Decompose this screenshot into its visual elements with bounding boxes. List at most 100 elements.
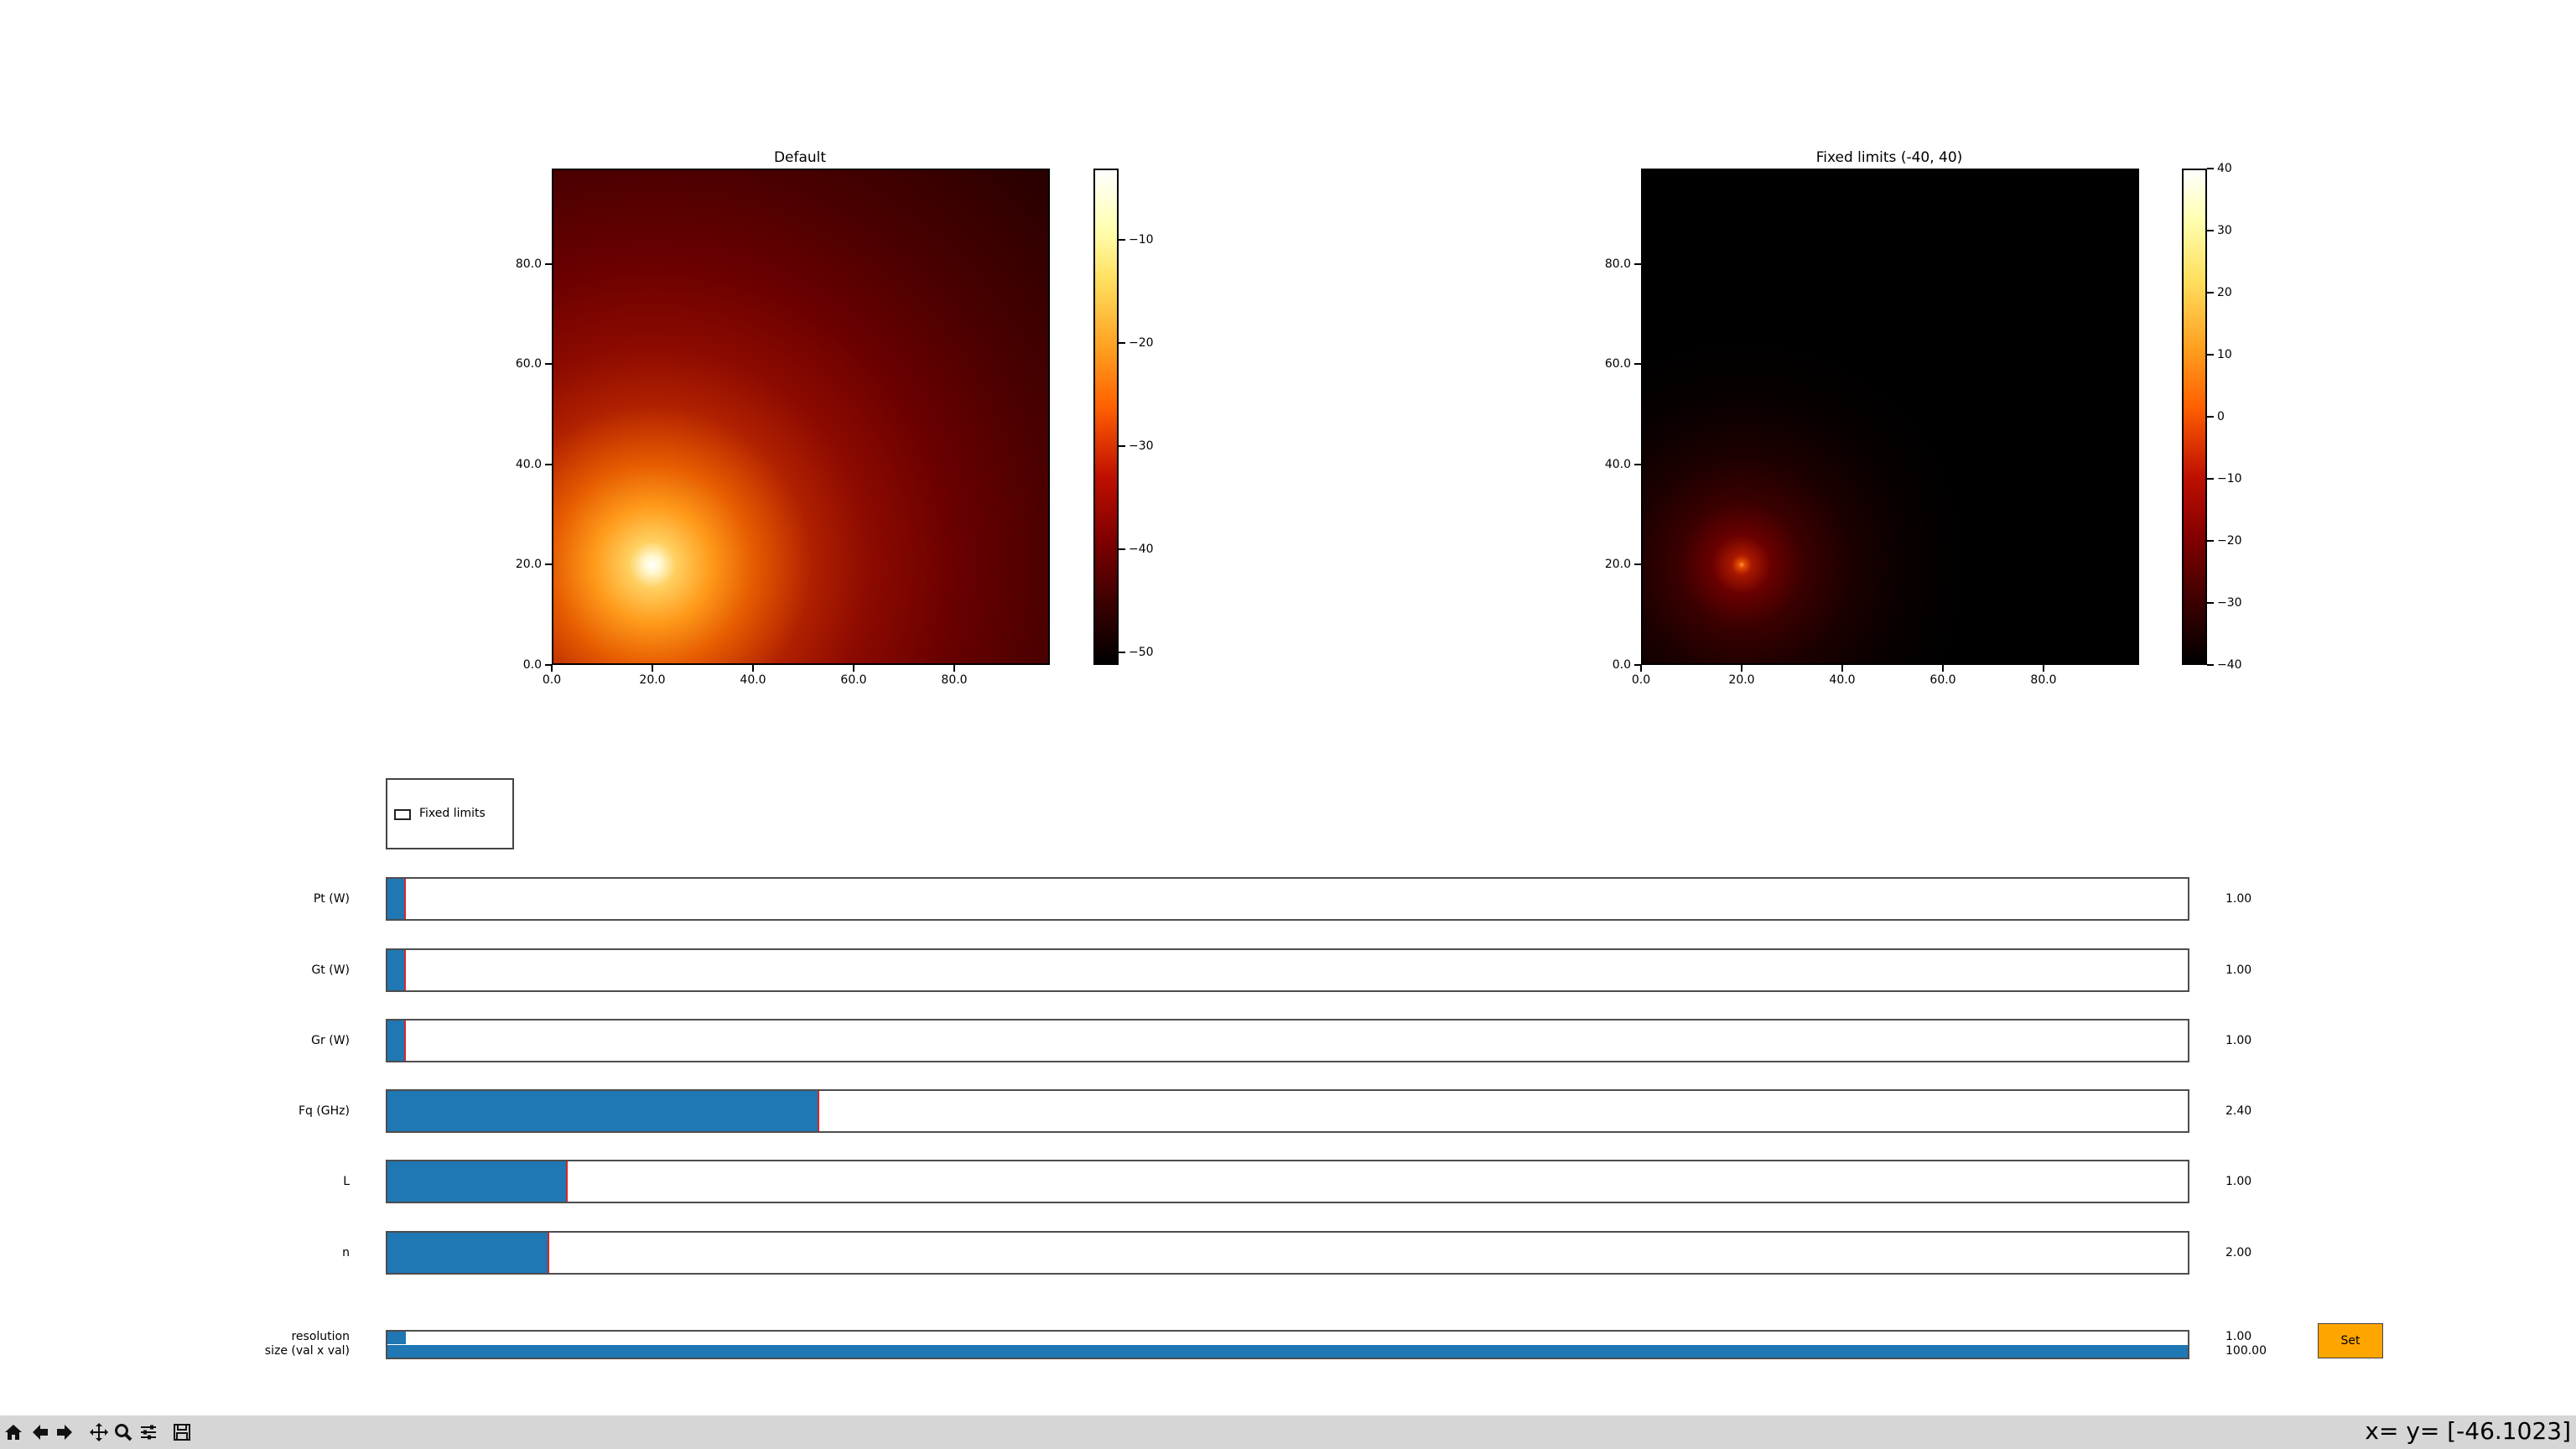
slider-fill[interactable] [387,879,406,919]
size-value: 100.00 [2225,1344,2267,1358]
colorbar-tick-mark [1119,342,1125,344]
slider-track[interactable] [386,877,2189,921]
slider-track[interactable] [386,1231,2189,1275]
plot-title: Fixed limits (-40, 40) [1815,149,1963,166]
x-tick-label: 0.0 [542,673,562,687]
slider-label: Gt (W) [311,963,350,977]
colorbar-default [1093,169,1119,665]
x-tick-label: 20.0 [639,673,666,687]
colorbar-tick-mark [1119,445,1125,447]
slider-label: Gr (W) [311,1034,350,1047]
resolution-size-track[interactable] [386,1330,2189,1359]
y-tick-mark [1634,664,1641,666]
x-tick-label: 80.0 [2030,673,2057,687]
colorbar-tick-label: 40 [2217,162,2232,175]
x-tick-label: 40.0 [1829,673,1856,687]
y-tick-mark [1634,262,1641,265]
pan-icon[interactable] [87,1420,111,1444]
colorbar-tick-mark [2207,354,2214,356]
y-tick-label: 20.0 [515,558,542,572]
x-tick-label: 40.0 [740,673,766,687]
slider-track[interactable] [386,1160,2189,1203]
configure-icon[interactable] [137,1420,160,1444]
colorbar-tick-label: −20 [2217,534,2242,548]
slider-value: 2.40 [2225,1104,2252,1118]
x-tick-mark [1841,665,1843,672]
y-tick-mark [545,463,552,465]
slider-label: Pt (W) [313,892,350,906]
slider-fill[interactable] [387,1233,549,1273]
colorbar-tick-label: −20 [1129,336,1154,350]
set-button-label: Set [2340,1334,2360,1348]
y-tick-label: 60.0 [515,357,542,371]
y-tick-mark [1634,463,1641,465]
slider-value: 1.00 [2225,892,2252,906]
colorbar-fixed-limits [2182,169,2207,665]
slider-label: n [342,1246,350,1259]
colorbar-tick-label: −10 [1129,233,1154,247]
slider-fill[interactable] [387,950,406,990]
colorbar-tick-mark [2207,540,2214,542]
fixed-limits-checkbox-panel[interactable]: Fixed limits [386,778,514,849]
colorbar-tick-label: −10 [2217,472,2242,486]
slider-fill[interactable] [387,1161,568,1202]
plot-title: Default [773,149,827,166]
x-tick-mark [1741,665,1742,672]
y-tick-mark [545,363,552,366]
y-tick-label: 60.0 [1604,357,1631,371]
slider-label: L [343,1175,350,1188]
x-tick-label: 0.0 [1631,673,1651,687]
slider-fill[interactable] [387,1091,819,1131]
y-tick-mark [545,564,552,566]
x-tick-label: 20.0 [1728,673,1755,687]
colorbar-tick-mark [2207,416,2214,418]
x-tick-label: 60.0 [840,673,867,687]
x-tick-mark [652,665,653,672]
colorbar-tick-mark [2207,664,2214,666]
heatmap-default[interactable] [552,169,1050,665]
colorbar-tick-label: −50 [1129,646,1154,659]
slider-track[interactable] [386,948,2189,992]
zoom-icon[interactable] [112,1420,135,1444]
y-tick-label: 20.0 [1604,558,1631,572]
colorbar-tick-mark [2207,230,2214,231]
y-tick-label: 80.0 [515,257,542,271]
forward-icon[interactable] [53,1420,76,1444]
save-icon[interactable] [170,1420,194,1444]
colorbar-tick-label: 0 [2217,410,2225,423]
y-tick-mark [1634,564,1641,566]
resolution-label: resolution [291,1330,350,1343]
slider-value: 1.00 [2225,1175,2252,1188]
back-icon[interactable] [29,1420,52,1444]
checkbox-box[interactable] [394,809,411,820]
colorbar-tick-label: −30 [1129,439,1154,453]
x-tick-label: 80.0 [941,673,968,687]
colorbar-tick-label: 30 [2217,224,2232,237]
y-tick-label: 40.0 [515,457,542,471]
slider-track[interactable] [386,1019,2189,1062]
slider-track[interactable] [386,1089,2189,1133]
heatmap-fixed-limits[interactable] [1641,169,2139,665]
size-fill[interactable] [387,1345,2188,1358]
set-button[interactable]: Set [2318,1323,2383,1358]
y-tick-label: 80.0 [1604,257,1631,271]
colorbar-tick-label: −40 [1129,543,1154,556]
coordinate-readout: x= y= [-46.1023] [2365,1417,2571,1445]
colorbar-tick-mark [2207,168,2214,169]
resolution-fill[interactable] [387,1332,406,1344]
slider-value: 2.00 [2225,1246,2252,1259]
x-tick-mark [1942,665,1944,672]
colorbar-tick-label: −30 [2217,596,2242,610]
size-label: size (val x val) [264,1344,350,1358]
slider-fill[interactable] [387,1021,406,1061]
colorbar-tick-mark [1119,548,1125,550]
home-icon[interactable] [2,1420,25,1444]
resolution-value: 1.00 [2225,1330,2252,1343]
x-tick-mark [2043,665,2044,672]
y-tick-mark [545,664,552,666]
colorbar-tick-label: 20 [2217,286,2232,299]
colorbar-tick-mark [1119,652,1125,653]
toolbar [0,1415,2576,1449]
y-tick-label: 0.0 [522,658,542,672]
colorbar-tick-label: −40 [2217,658,2242,672]
